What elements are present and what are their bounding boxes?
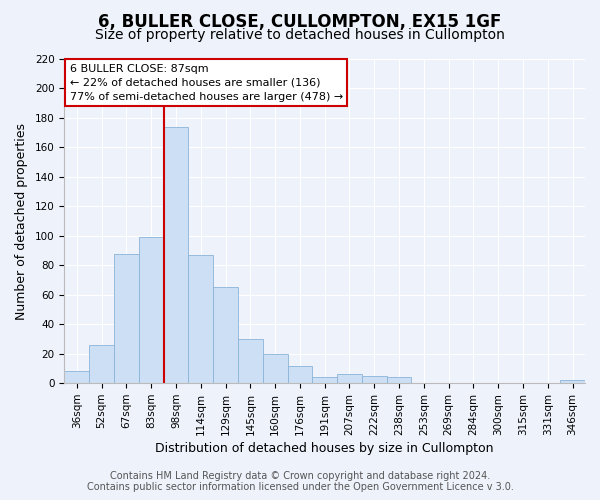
Bar	[362, 376, 386, 383]
Bar	[263, 354, 287, 383]
Bar	[64, 372, 89, 383]
Bar	[337, 374, 362, 383]
Bar	[114, 254, 139, 383]
Text: 6, BULLER CLOSE, CULLOMPTON, EX15 1GF: 6, BULLER CLOSE, CULLOMPTON, EX15 1GF	[98, 12, 502, 30]
Bar	[313, 378, 337, 383]
Text: 6 BULLER CLOSE: 87sqm
← 22% of detached houses are smaller (136)
77% of semi-det: 6 BULLER CLOSE: 87sqm ← 22% of detached …	[70, 64, 343, 102]
Bar	[213, 288, 238, 383]
Bar	[164, 127, 188, 383]
X-axis label: Distribution of detached houses by size in Cullompton: Distribution of detached houses by size …	[155, 442, 494, 455]
Bar	[238, 339, 263, 383]
Text: Size of property relative to detached houses in Cullompton: Size of property relative to detached ho…	[95, 28, 505, 42]
Y-axis label: Number of detached properties: Number of detached properties	[15, 122, 28, 320]
Bar	[139, 238, 164, 383]
Bar	[560, 380, 585, 383]
Bar	[386, 378, 412, 383]
Bar	[287, 366, 313, 383]
Bar	[188, 255, 213, 383]
Bar	[89, 345, 114, 383]
Text: Contains HM Land Registry data © Crown copyright and database right 2024.
Contai: Contains HM Land Registry data © Crown c…	[86, 471, 514, 492]
